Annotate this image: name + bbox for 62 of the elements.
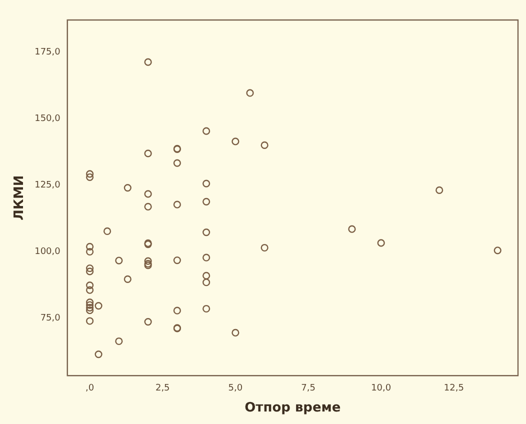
point [232,138,240,146]
point [103,227,112,236]
point [202,228,210,236]
point [124,275,132,283]
point [144,150,152,158]
point [202,272,210,280]
x-axis-title: Отпор време [244,400,341,416]
point [115,337,123,346]
point [144,58,152,66]
point [86,298,94,306]
y-axis-title: ЛКМИ [12,175,28,220]
point [124,184,132,192]
point [144,262,152,270]
point [173,306,181,314]
point [232,328,240,337]
y-tick-label: 100,0 [34,247,61,258]
point [173,200,181,208]
point [144,257,152,265]
point [94,302,102,310]
point [86,301,94,309]
point [86,242,94,250]
point [86,264,94,272]
y-tick-label: 150,0 [34,114,61,124]
x-tick-label: 7,5 [301,383,316,394]
point [260,141,268,149]
point [86,306,94,314]
point [86,286,94,294]
point [202,127,210,135]
y-tick-label: 125,0 [34,180,61,190]
point [144,318,152,326]
x-tick-label: ,0 [86,383,94,394]
point [86,282,94,290]
point [86,248,94,256]
point [144,190,152,198]
point [173,256,181,264]
point [86,173,94,181]
point [377,239,385,247]
y-tick-label: 75,0 [40,314,61,324]
point [494,246,502,254]
point [202,304,210,313]
x-tick-label: 12,5 [444,383,464,394]
x-tick-label: 10,0 [371,383,392,394]
point [260,244,268,252]
point [115,256,123,264]
x-tick-label: 5,0 [228,383,243,394]
point [202,254,210,262]
point [348,225,356,233]
point [202,198,210,206]
point [94,350,102,358]
x-tick-label: 2,5 [155,383,170,394]
y-tick-label: 175,0 [34,47,61,58]
point [86,170,94,178]
point [436,186,444,194]
point [86,268,94,276]
point [86,304,94,312]
point [246,89,254,97]
point [202,180,210,188]
point [144,202,152,211]
point [202,278,210,286]
point [144,260,152,268]
point [173,159,181,167]
point [86,317,94,325]
